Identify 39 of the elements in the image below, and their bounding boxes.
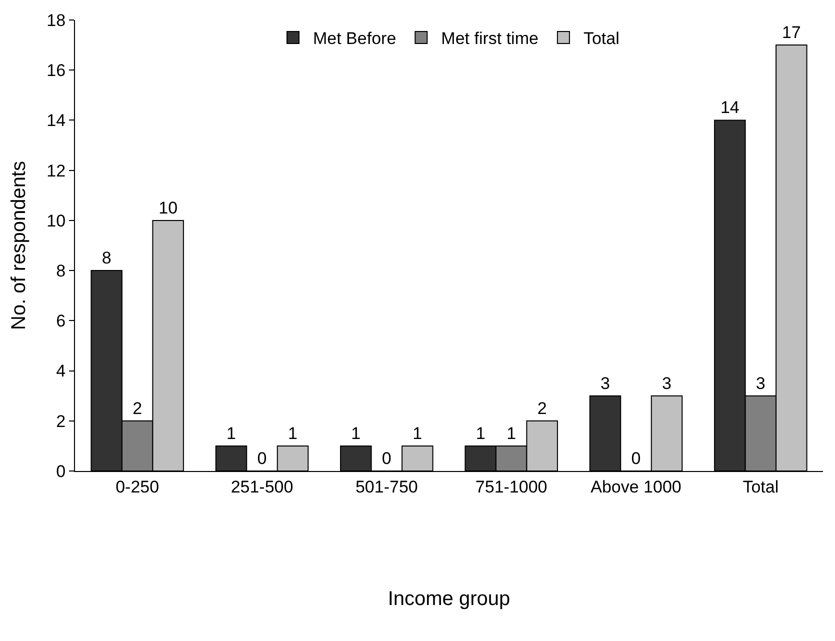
x-tick-label: Above 1000 <box>590 477 682 496</box>
data-label: 1 <box>476 424 486 443</box>
y-tick-label: 0 <box>56 462 66 481</box>
x-tick-label: 251-500 <box>230 477 294 496</box>
data-label: 0 <box>382 449 392 468</box>
data-label: 0 <box>631 449 641 468</box>
data-label: 1 <box>226 424 236 443</box>
legend-label: Met first time <box>441 29 538 48</box>
data-label: 3 <box>756 374 766 393</box>
x-tick-label: 501-750 <box>355 477 418 496</box>
legend-label: Total <box>583 29 620 48</box>
data-label: 14 <box>720 98 740 118</box>
y-axis-title: No. of respondents <box>8 161 30 330</box>
y-tick-label: 8 <box>56 262 66 281</box>
data-label: 2 <box>537 398 547 418</box>
y-tick-label: 2 <box>56 412 66 431</box>
data-label: 2 <box>132 398 142 418</box>
data-label: 10 <box>158 198 178 218</box>
data-label: 1 <box>351 424 361 443</box>
x-axis-title: Income group <box>388 588 510 610</box>
data-label: 17 <box>782 23 801 42</box>
data-label: 1 <box>412 424 422 443</box>
y-tick-label: 16 <box>46 61 66 80</box>
y-tick-label: 18 <box>46 10 66 30</box>
data-label: 1 <box>506 424 516 443</box>
legend-label: Met Before <box>313 29 396 48</box>
data-label: 1 <box>288 424 298 443</box>
x-tick-label: 751-1000 <box>475 477 548 496</box>
y-tick-label: 6 <box>56 312 66 331</box>
data-label: 8 <box>102 248 112 268</box>
data-label: 3 <box>662 374 672 393</box>
y-tick-label: 14 <box>46 111 66 130</box>
y-tick-label: 4 <box>56 362 66 381</box>
x-tick-label: Total <box>742 477 779 496</box>
x-tick-label: 0-250 <box>116 477 160 496</box>
data-label: 3 <box>600 374 610 393</box>
y-tick-label: 12 <box>46 161 66 180</box>
y-tick-label: 10 <box>46 211 66 230</box>
data-label: 0 <box>257 449 267 468</box>
